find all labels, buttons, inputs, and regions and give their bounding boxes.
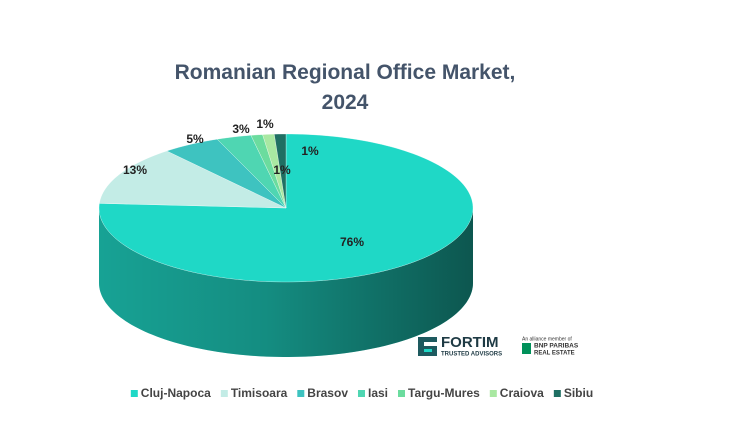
partner-sub: REAL ESTATE [534,351,575,357]
logo-tagline: TRUSTED ADVISORS [441,352,502,358]
data-label: 3% [232,122,250,136]
legend-label: Craiova [500,386,544,400]
alliance-text: An alliance member of [522,336,572,342]
data-label: 1% [273,163,291,177]
slice [216,135,287,209]
legend-swatch [489,390,497,397]
data-label: 1% [301,144,319,158]
legend-label: Targu-Mures [408,386,480,400]
slice [166,139,287,209]
logo-icon-accent [424,349,432,352]
data-label: 1% [256,117,274,131]
legend-label: Brasov [307,386,348,400]
logo-name: FORTIM [441,334,499,351]
legend-swatch [398,390,406,397]
data-label: 13% [123,163,147,177]
legend-swatch [130,390,138,397]
legend-swatch [357,390,365,397]
legend-swatch [553,390,561,397]
legend-label: Iasi [368,386,388,400]
legend-swatch [297,390,305,397]
legend-label: Timisoara [231,386,288,400]
legend-label: Cluj-Napoca [141,386,211,400]
partner-name: BNP PARIBAS [534,343,579,350]
chart-title: Romanian Regional Office Market, 2024 [174,61,516,114]
partner-icon [522,343,531,354]
logo: FORTIM TRUSTED ADVISORS An alliance memb… [418,334,579,358]
slice [274,133,287,209]
logo-icon-cut [424,342,437,346]
legend-label: Sibiu [564,386,593,400]
pie: 76% 13% 5% 3% 1% 1% 1% [98,117,474,357]
data-label: 5% [186,132,204,146]
data-label: 76% [340,235,364,249]
slice [99,150,287,209]
logo-icon [418,337,437,356]
legend-swatch [220,390,228,397]
slice-side-shade [99,208,473,357]
legend: Cluj-Napoca Timisoara Brasov Iasi Targu-Mure… [130,386,593,400]
